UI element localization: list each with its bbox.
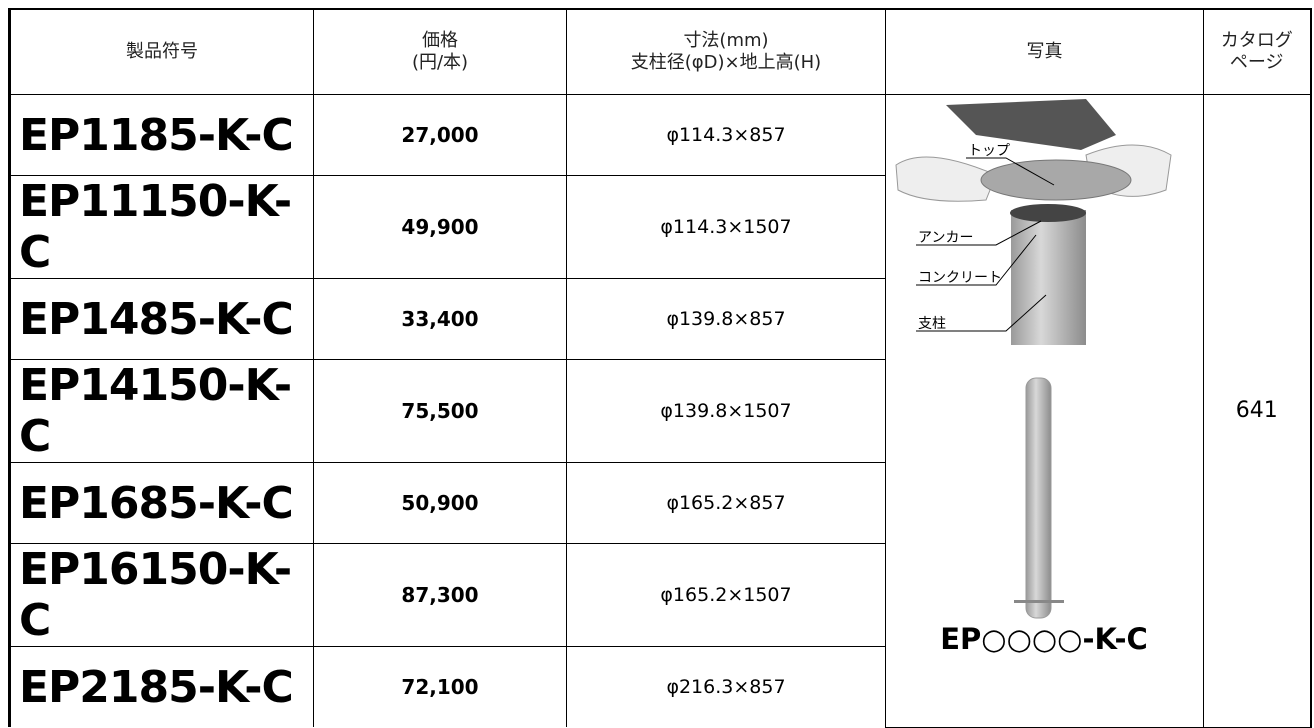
cell: EP1185-K-C xyxy=(9,94,314,176)
cell: 33,400 xyxy=(313,278,567,360)
photo-label: 支柱 xyxy=(918,316,946,332)
photo-label: コンクリート xyxy=(918,270,1002,286)
page: 製品符号 価格 (円/本) 寸法(mm) 支柱径(φD)×地上高(H) 写真 カタログ ページ… xyxy=(8,8,1312,728)
table-row: EP14150-K-C 75,500 φ139.8×1507 xyxy=(9,359,1311,463)
table-row: EP1685-K-C 50,900 φ165.2×857 xyxy=(9,462,1311,544)
header-row: 製品符号 価格 (円/本) 寸法(mm) 支柱径(φD)×地上高(H) 写真 カタログ ページ xyxy=(9,8,1311,95)
catalog-page-cell: 641 xyxy=(1203,94,1311,728)
cell: EP14150-K-C xyxy=(9,359,314,463)
table-row: EP1485-K-C 33,400 φ139.8×857 xyxy=(9,278,1311,360)
text-line: (円/本) xyxy=(411,52,469,73)
post xyxy=(1025,377,1052,619)
cell: 50,900 xyxy=(313,462,567,544)
text-line: 価格 xyxy=(422,30,458,51)
cell: EP1485-K-C xyxy=(9,278,314,360)
product-table: 製品符号 価格 (円/本) 寸法(mm) 支柱径(φD)×地上高(H) 写真 カタログ ページ… xyxy=(8,8,1312,728)
cell: φ139.8×1507 xyxy=(566,359,886,463)
sleeve xyxy=(946,99,1116,150)
photo-cell: トップ アンカー コンクリート 支柱 EP○○○○-K-C xyxy=(885,94,1204,728)
header-cell: 価格 (円/本) xyxy=(313,8,567,95)
header-cell: カタログ ページ xyxy=(1203,8,1311,95)
cell: φ114.3×857 xyxy=(566,94,886,176)
cap xyxy=(980,159,1132,201)
cell: EP2185-K-C xyxy=(9,646,314,727)
header-cell: 写真 xyxy=(885,8,1204,95)
photo-illustration: トップ アンカー コンクリート 支柱 EP○○○○-K-C xyxy=(895,99,1172,656)
cell: 72,100 xyxy=(313,646,567,727)
cell: EP11150-K-C xyxy=(9,175,314,279)
cell: φ114.3×1507 xyxy=(566,175,886,279)
photo-caption: EP○○○○-K-C xyxy=(940,622,1148,656)
text-line: 支柱径(φD)×地上高(H) xyxy=(630,52,822,73)
cell: φ165.2×1507 xyxy=(566,543,886,647)
header-cell: 寸法(mm) 支柱径(φD)×地上高(H) xyxy=(566,8,886,95)
cell: EP16150-K-C xyxy=(9,543,314,647)
text-line: 製品符号 xyxy=(126,41,198,62)
table-row: EP16150-K-C 87,300 φ165.2×1507 xyxy=(9,543,1311,647)
post-top xyxy=(1010,204,1086,222)
cell: φ139.8×857 xyxy=(566,278,886,360)
cell: 49,900 xyxy=(313,175,567,279)
photo-label: トップ xyxy=(968,143,1010,159)
photo-label: アンカー xyxy=(918,230,973,246)
text-line: ページ xyxy=(1229,52,1284,73)
header-cell: 製品符号 xyxy=(9,8,314,95)
cell: φ216.3×857 xyxy=(566,646,886,727)
table-row: EP1185-K-C 27,000 φ114.3×857 トップ アンカー コンクリ… xyxy=(9,94,1311,728)
text-line: 寸法(mm) xyxy=(683,30,769,51)
cell: 87,300 xyxy=(313,543,567,647)
cell: 75,500 xyxy=(313,359,567,463)
post-body xyxy=(1011,210,1086,345)
base-plate xyxy=(1014,600,1064,603)
text-line: 写真 xyxy=(1026,41,1063,62)
table-row: EP11150-K-C 49,900 φ114.3×1507 xyxy=(9,175,1311,279)
cell: 27,000 xyxy=(313,94,567,176)
table-body: EP1185-K-C 27,000 φ114.3×857 トップ アンカー コンクリ… xyxy=(9,94,1311,728)
text-line: カタログ xyxy=(1220,30,1293,51)
leader-lines xyxy=(916,157,1055,332)
cell: EP1685-K-C xyxy=(9,462,314,544)
cell: φ165.2×857 xyxy=(566,462,886,544)
